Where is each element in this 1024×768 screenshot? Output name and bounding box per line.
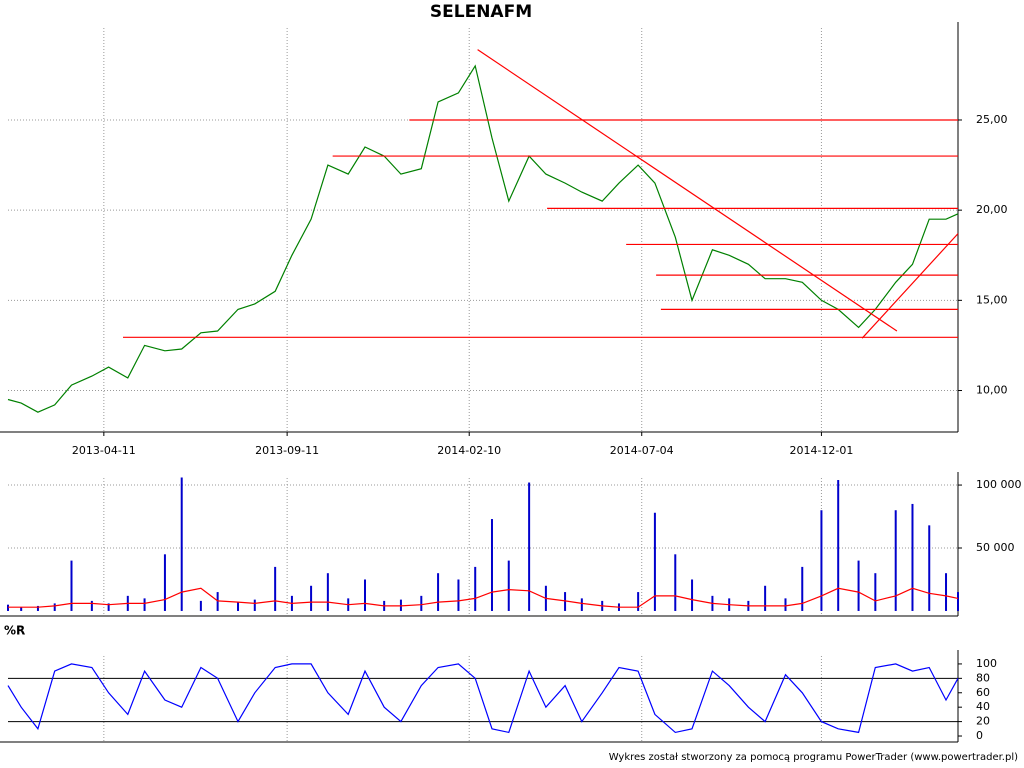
volume-bar xyxy=(928,525,931,611)
volume-bar xyxy=(180,477,183,611)
volume-bar xyxy=(801,566,804,611)
volume-bar xyxy=(528,482,531,611)
y-tick-label: 40 xyxy=(976,700,990,713)
series-line xyxy=(7,663,959,734)
volume-bar xyxy=(36,605,39,611)
drawn-line xyxy=(861,233,959,339)
series-line xyxy=(7,64,959,413)
volume-bar xyxy=(691,579,694,611)
x-tick-label: 2013-09-11 xyxy=(255,444,319,457)
x-tick-label: 2014-07-04 xyxy=(610,444,674,457)
volume-bar xyxy=(490,519,493,611)
volume-bar xyxy=(199,600,202,611)
drawn-line xyxy=(477,49,898,332)
volume-bar xyxy=(637,592,640,611)
y-tick-label: 50 000 xyxy=(976,541,1015,554)
volume-bar xyxy=(945,573,948,611)
volume-bar xyxy=(653,512,656,611)
volume-bar xyxy=(326,573,329,611)
volume-bar xyxy=(580,598,583,611)
volume-bar xyxy=(474,566,477,611)
panel-title: %R xyxy=(4,624,25,638)
y-tick-label: 15,00 xyxy=(976,293,1008,306)
volume-bar xyxy=(784,598,787,611)
volume-bar xyxy=(363,579,366,611)
x-tick-label: 2013-04-11 xyxy=(72,444,136,457)
volume-bar xyxy=(874,573,877,611)
volume-bar xyxy=(237,602,240,611)
y-tick-label: 25,00 xyxy=(976,113,1008,126)
volume-bar xyxy=(674,554,677,611)
volume-bar xyxy=(216,592,219,611)
volume-bar xyxy=(507,560,510,611)
volume-bar xyxy=(90,600,93,611)
volume-bar xyxy=(163,554,166,611)
volume-bar xyxy=(564,592,567,611)
y-tick-label: 60 xyxy=(976,686,990,699)
volume-bar xyxy=(274,566,277,611)
y-tick-label: 20 xyxy=(976,715,990,728)
y-tick-label: 20,00 xyxy=(976,203,1008,216)
volume-bar xyxy=(894,510,897,611)
footer: Wykres został stworzony za pomocą progra… xyxy=(609,752,1018,763)
x-tick-label: 2014-02-10 xyxy=(437,444,501,457)
volume-bar xyxy=(857,560,860,611)
y-tick-label: 80 xyxy=(976,671,990,684)
volume-bar xyxy=(457,579,460,611)
x-tick-label: 2014-12-01 xyxy=(789,444,853,457)
chart-title: SELENAFM xyxy=(430,2,532,22)
y-tick-label: 100 000 xyxy=(976,478,1022,491)
volume-bar xyxy=(820,510,823,611)
y-tick-label: 0 xyxy=(976,729,983,742)
volume-bar xyxy=(310,585,313,611)
volume-bar xyxy=(53,603,56,611)
volume-bar xyxy=(764,585,767,611)
series-line xyxy=(8,587,959,608)
volume-bar xyxy=(7,604,9,611)
volume-bar xyxy=(70,560,73,611)
volume-bar xyxy=(911,503,914,611)
volume-bar xyxy=(20,607,23,611)
volume-bar xyxy=(957,592,959,611)
volume-bar xyxy=(253,599,256,611)
volume-bar xyxy=(437,573,440,611)
volume-bar xyxy=(837,480,840,611)
volume-bar xyxy=(107,603,110,611)
y-tick-label: 10,00 xyxy=(976,384,1008,397)
volume-bar xyxy=(143,598,146,611)
y-tick-label: 100 xyxy=(976,657,997,670)
volume-bar xyxy=(420,595,423,611)
